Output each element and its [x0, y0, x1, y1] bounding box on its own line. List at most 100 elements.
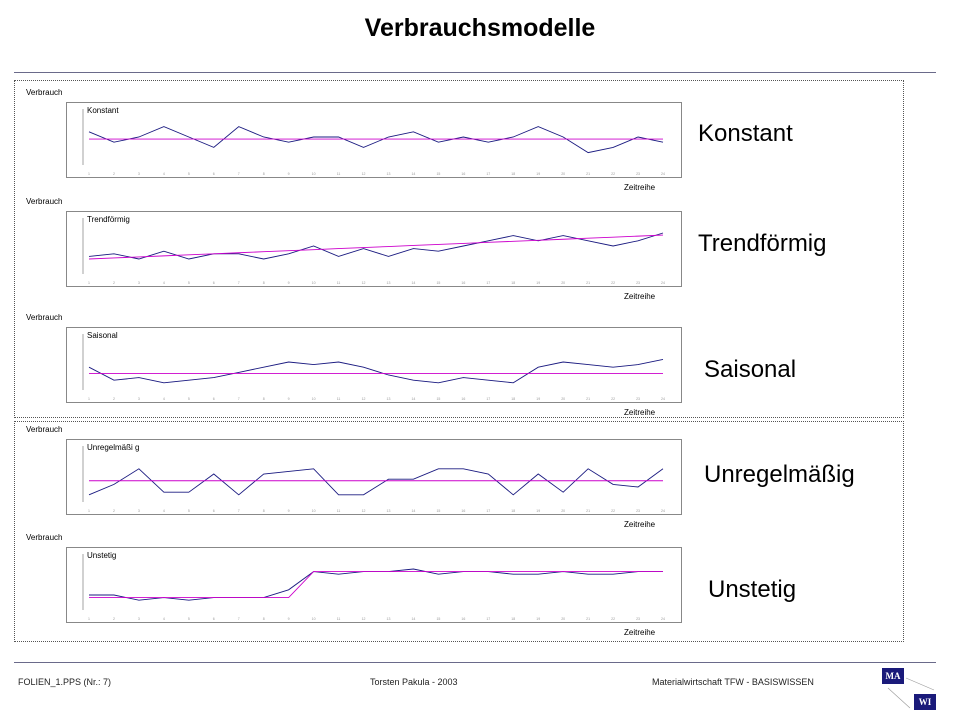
x-tick-label: 15: [436, 509, 440, 513]
x-tick-label: 14: [411, 281, 415, 285]
x-tick-label: 14: [411, 397, 415, 401]
x-tick-label: 15: [436, 617, 440, 621]
x-axis-label: Zeitreihe: [624, 628, 656, 637]
x-tick-label: 15: [436, 397, 440, 401]
x-tick-label: 18: [511, 617, 515, 621]
x-tick-label: 5: [188, 397, 190, 401]
logo-ma: MA: [882, 668, 904, 684]
x-tick-label: 10: [312, 617, 316, 621]
x-tick-label: 5: [188, 172, 190, 176]
model-name-trendfoermig: Trendförmig: [698, 230, 827, 257]
x-tick-label: 3: [138, 281, 140, 285]
x-tick-label: 10: [312, 281, 316, 285]
x-tick-label: 24: [661, 509, 665, 513]
x-tick-label: 4: [163, 397, 165, 401]
x-tick-label: 3: [138, 509, 140, 513]
x-tick-label: 7: [238, 172, 240, 176]
x-tick-label: 1: [88, 509, 90, 513]
x-tick-label: 22: [611, 617, 615, 621]
x-tick-label: 19: [536, 281, 540, 285]
x-tick-label: 9: [288, 397, 290, 401]
x-tick-label: 2: [113, 281, 115, 285]
x-tick-label: 6: [213, 281, 215, 285]
x-tick-label: 21: [586, 281, 590, 285]
x-tick-label: 1: [88, 281, 90, 285]
x-tick-label: 21: [586, 397, 590, 401]
x-tick-label: 17: [486, 172, 490, 176]
x-tick-label: 21: [586, 509, 590, 513]
x-tick-label: 16: [461, 281, 465, 285]
x-tick-label: 4: [163, 509, 165, 513]
x-tick-label: 16: [461, 397, 465, 401]
x-tick-label: 20: [561, 172, 565, 176]
x-tick-label: 10: [312, 509, 316, 513]
model-name-konstant: Konstant: [698, 120, 793, 147]
chart-panel-trendfoermig: Verbrauch 1 2 3 4 5 6 7 8 9 10 11 12 13 14 15 16 17 18 19 2…: [22, 197, 682, 307]
x-tick-label: 2: [113, 509, 115, 513]
plot-area: 1 2 3 4 5 6 7 8 9 10 11 12 13 14 15 16 17 18 19 20 21 22 23 24 …: [66, 211, 682, 287]
x-tick-label: 21: [586, 617, 590, 621]
x-tick-label: 14: [411, 509, 415, 513]
x-tick-label: 12: [362, 397, 366, 401]
x-tick-label: 6: [213, 397, 215, 401]
x-tick-label: 22: [611, 397, 615, 401]
x-tick-label: 17: [486, 617, 490, 621]
model-name-saisonal: Saisonal: [704, 356, 797, 383]
x-tick-label: 11: [337, 281, 341, 285]
x-tick-label: 18: [511, 509, 515, 513]
x-tick-label: 6: [213, 172, 215, 176]
frame-lower: [14, 421, 904, 642]
x-tick-label: 19: [536, 509, 540, 513]
x-tick-label: 13: [387, 281, 391, 285]
x-tick-label: 8: [263, 397, 265, 401]
x-tick-label: 2: [113, 617, 115, 621]
x-tick-label: 19: [536, 172, 540, 176]
series-line-consumption: [88, 126, 664, 154]
x-tick-label: 12: [362, 617, 366, 621]
series-label: Trendförmig: [87, 215, 143, 225]
x-tick-label: 22: [611, 281, 615, 285]
plot-area: 1 2 3 4 5 6 7 8 9 10 11 12 13 14 15 16 17 18 19 20 21 22 23 24 …: [66, 547, 682, 623]
x-tick-label: 9: [288, 617, 290, 621]
x-tick-label: 11: [337, 509, 341, 513]
x-tick-label: 13: [387, 397, 391, 401]
x-tick-label: 11: [337, 172, 341, 176]
series-line-consumption: [88, 468, 664, 496]
x-tick-label: 9: [288, 281, 290, 285]
x-tick-label: 24: [661, 172, 665, 176]
x-tick-label: 6: [213, 509, 215, 513]
x-tick-label: 23: [636, 281, 640, 285]
x-axis-label: Zeitreihe: [624, 183, 656, 192]
model-name-unstetig: Unstetig: [708, 576, 797, 603]
x-tick-label: 2: [113, 397, 115, 401]
x-tick-label: 6: [213, 617, 215, 621]
x-tick-label: 1: [88, 172, 90, 176]
chart-panel-saisonal: Verbrauch 1 2 3 4 5 6 7 8 9 10 11 12 13 14 15 16 17 18 19 2…: [22, 313, 682, 423]
model-name-unregelmaessig: Unregelmäßig: [704, 461, 855, 488]
x-tick-label: 12: [362, 172, 366, 176]
x-tick-label: 17: [486, 397, 490, 401]
x-tick-label: 13: [387, 172, 391, 176]
x-tick-label: 23: [636, 617, 640, 621]
x-tick-label: 17: [486, 281, 490, 285]
x-tick-label: 7: [238, 397, 240, 401]
x-tick-label: 22: [611, 172, 615, 176]
footer-author: Torsten Pakula - 2003: [370, 677, 458, 687]
y-axis-label: Verbrauch: [26, 533, 63, 542]
logo-lines: [887, 677, 935, 709]
x-tick-label: 16: [461, 617, 465, 621]
x-tick-label: 15: [436, 281, 440, 285]
x-tick-label: 8: [263, 617, 265, 621]
x-tick-label: 20: [561, 617, 565, 621]
footer-course: Materialwirtschaft TFW - BASISWISSEN: [652, 677, 814, 687]
x-tick-label: 16: [461, 172, 465, 176]
x-tick-label: 22: [611, 509, 615, 513]
chart-svg: 1 2 3 4 5 6 7 8 9 10 11 12 13 14 15 16 17 18 19 20 21 22 23 24: [82, 334, 665, 401]
x-tick-label: 19: [536, 617, 540, 621]
x-tick-label: 1: [88, 617, 90, 621]
chart-svg: 1 2 3 4 5 6 7 8 9 10 11 12 13 14 15 16 17 18 19 20 21 22 23 24: [82, 554, 665, 621]
x-tick-label: 4: [163, 281, 165, 285]
plot-area: 1 2 3 4 5 6 7 8 9 10 11 12 13 14 15 16 17 18 19 20 21 22 23 24 …: [66, 439, 682, 515]
series-line-consumption: [88, 232, 664, 260]
y-axis-label: Verbrauch: [26, 313, 63, 322]
